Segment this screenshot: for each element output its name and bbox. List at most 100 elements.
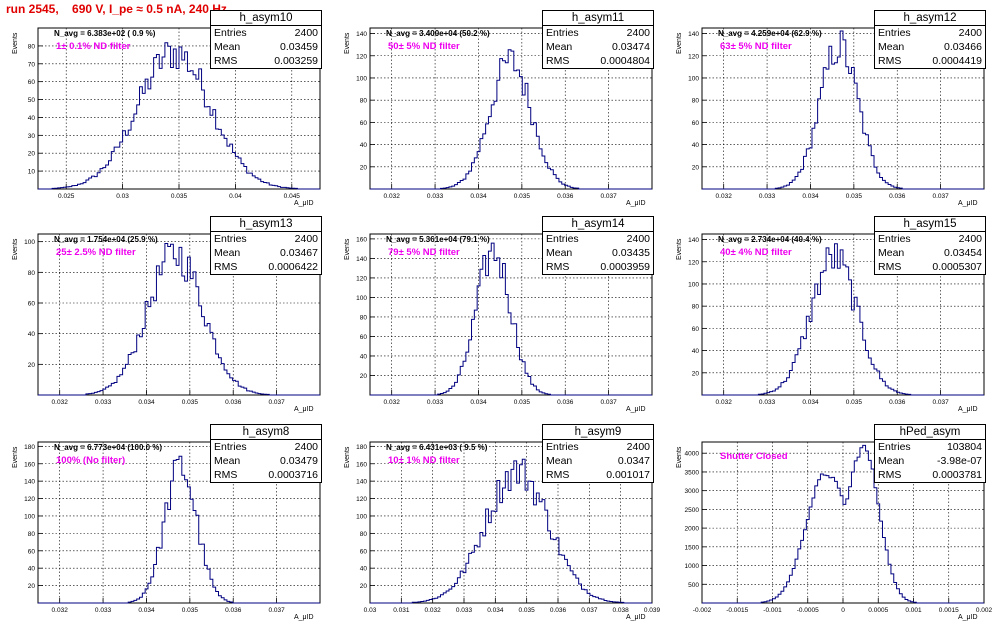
x-tick-label: 0.025 (58, 193, 75, 200)
stats-box: h_asym10 Entries 2400 Mean 0.03459 RMS 0.00325… (210, 10, 322, 69)
n-avg-label: N_avg = 6.383e+02 ( 0.9 %) (54, 29, 155, 38)
filter-label: 40± 4% ND filter (720, 247, 792, 258)
x-tick-label: 0.04 (229, 193, 242, 200)
x-tick-label: 0.035 (846, 399, 863, 406)
x-tick-label: 0.035 (846, 193, 863, 200)
y-tick-label: 20 (360, 164, 368, 171)
y-tick-label: 40 (360, 142, 368, 149)
histogram-panel-h_asym13: 0.032 0.033 0.034 0.035 0.036 0.037 20 40 60 80 10… (0, 216, 332, 423)
x-tick-label: 0.036 (225, 607, 242, 614)
y-axis-label: Events (12, 33, 19, 54)
stat-value: 0.03467 (280, 247, 318, 260)
stat-label: Entries (546, 27, 579, 40)
y-tick-label: 60 (360, 120, 368, 127)
y-tick-label: 140 (356, 31, 367, 38)
y-axis-label: Events (676, 33, 683, 54)
y-tick-label: 160 (356, 461, 367, 468)
filter-label: Shutter Closed (720, 451, 788, 462)
x-axis-label: A_μID (626, 614, 646, 621)
x-tick-label: 0.034 (470, 399, 487, 406)
stats-box: h_asym15 Entries 2400 Mean 0.03454 RMS 0.00053… (874, 216, 986, 275)
n-avg-label: N_avg = 2.734e+04 (40.4 %) (718, 235, 822, 244)
stat-value: 0.03474 (612, 41, 650, 54)
x-tick-label: 0.032 (52, 607, 69, 614)
filter-label: 25± 2.5% ND filter (56, 247, 136, 258)
stat-value: 0.0347 (618, 455, 650, 468)
y-tick-label: 100 (688, 281, 699, 288)
stat-label: Mean (546, 455, 572, 468)
y-axis-label: Events (344, 239, 351, 260)
x-tick-label: 0.033 (427, 193, 444, 200)
stat-label: Entries (878, 441, 911, 454)
histogram-panel-h_asym9: 0.03 0.031 0.032 0.033 0.034 0.035 0.036 0.037 0… (332, 424, 664, 631)
x-tick-label: -0.0015 (726, 607, 748, 614)
stat-row-entries: Entries 2400 (211, 26, 321, 40)
x-tick-label: 0.034 (487, 607, 504, 614)
x-axis-label: A_μID (294, 200, 314, 207)
x-tick-label: 0.036 (889, 399, 906, 406)
y-tick-label: 180 (356, 444, 367, 451)
stat-value: 0.03466 (944, 41, 982, 54)
y-tick-label: 60 (692, 120, 700, 127)
y-tick-label: 120 (356, 496, 367, 503)
x-tick-label: 0.033 (759, 193, 776, 200)
x-tick-label: -0.0005 (797, 607, 819, 614)
y-tick-label: 120 (356, 53, 367, 60)
stat-value: 2400 (295, 27, 318, 40)
y-tick-label: 70 (28, 61, 36, 68)
y-tick-label: 120 (356, 275, 367, 282)
x-tick-label: -0.001 (763, 607, 782, 614)
stats-box: h_asym14 Entries 2400 Mean 0.03435 RMS 0.00039… (542, 216, 654, 275)
stat-row-rms: RMS 0.003259 (211, 54, 321, 68)
x-tick-label: 0.036 (889, 193, 906, 200)
x-tick-label: 0.033 (95, 607, 112, 614)
y-axis-label: Events (676, 447, 683, 468)
stat-label: Entries (214, 441, 247, 454)
stat-row-entries: Entries 2400 (875, 26, 985, 40)
histogram-panel-h_asym8: 0.032 0.033 0.034 0.035 0.036 0.037 20 40 60 80 10… (0, 424, 332, 631)
y-tick-label: 60 (28, 79, 36, 86)
stat-label: Entries (214, 27, 247, 40)
x-tick-label: 0.036 (550, 607, 567, 614)
stat-row-rms: RMS 0.0003959 (543, 260, 653, 274)
stat-value: 0.03454 (944, 247, 982, 260)
y-tick-label: 80 (360, 314, 368, 321)
stat-row-rms: RMS 0.001017 (543, 468, 653, 482)
stat-row-mean: Mean 0.03474 (543, 40, 653, 54)
x-tick-label: 0.03 (364, 607, 377, 614)
stat-label: RMS (546, 261, 569, 274)
x-tick-label: 0.032 (716, 193, 733, 200)
y-tick-label: 40 (28, 115, 36, 122)
histogram-name: h_asym10 (211, 11, 321, 26)
stat-value: 2400 (959, 233, 982, 246)
x-tick-label: 0.036 (225, 399, 242, 406)
x-tick-label: 0.039 (644, 607, 661, 614)
y-tick-label: 80 (28, 531, 36, 538)
x-tick-label: 0.038 (613, 607, 630, 614)
y-tick-label: 3000 (685, 488, 700, 495)
x-tick-label: 0.034 (138, 607, 155, 614)
stat-label: RMS (546, 55, 569, 68)
stat-value: 2400 (627, 441, 650, 454)
stat-row-entries: Entries 103804 (875, 440, 985, 454)
stat-row-entries: Entries 2400 (543, 26, 653, 40)
x-tick-label: 0.037 (581, 607, 598, 614)
stat-value: 0.03459 (280, 41, 318, 54)
filter-label: 63± 5% ND filter (720, 41, 792, 52)
x-tick-label: 0.033 (456, 607, 473, 614)
stat-row-rms: RMS 0.0005307 (875, 260, 985, 274)
x-tick-label: 0.037 (268, 607, 285, 614)
x-axis-label: A_μID (626, 406, 646, 413)
stat-value: 2400 (627, 27, 650, 40)
stat-row-rms: RMS 0.0003781 (875, 468, 985, 482)
y-tick-label: 40 (360, 566, 368, 573)
y-tick-label: 80 (360, 531, 368, 538)
stat-label: Mean (546, 247, 572, 260)
stat-label: RMS (878, 469, 901, 482)
x-tick-label: 0.032 (384, 399, 401, 406)
x-tick-label: 0.034 (802, 193, 819, 200)
x-tick-label: 0.033 (95, 399, 112, 406)
stat-value: 0.0006422 (268, 261, 318, 274)
stat-label: Mean (214, 41, 240, 54)
y-tick-label: 20 (28, 151, 36, 158)
